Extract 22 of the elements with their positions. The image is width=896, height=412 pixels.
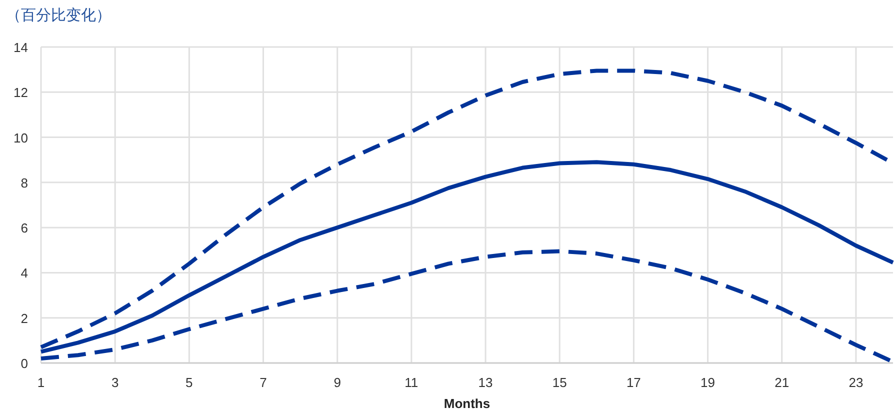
y-tick-label: 6 bbox=[20, 220, 28, 236]
chart-title: （百分比变化） bbox=[6, 7, 111, 24]
x-tick-label: 19 bbox=[700, 375, 716, 390]
x-tick-label: 3 bbox=[111, 375, 119, 390]
x-tick-label: 21 bbox=[774, 375, 790, 390]
x-tick-label: 9 bbox=[334, 375, 341, 390]
x-tick-label: 23 bbox=[848, 375, 864, 390]
y-tick-label: 8 bbox=[20, 175, 28, 190]
y-tick-label: 10 bbox=[14, 130, 28, 146]
x-tick-label: 7 bbox=[260, 375, 267, 390]
x-tick-label: 1 bbox=[37, 375, 45, 390]
y-tick-label: 0 bbox=[20, 356, 28, 371]
x-tick-label: 13 bbox=[478, 375, 493, 390]
y-tick-label: 4 bbox=[20, 266, 28, 281]
y-tick-label: 2 bbox=[20, 310, 28, 326]
x-tick-label: 11 bbox=[404, 375, 418, 390]
x-tick-label: 5 bbox=[186, 375, 193, 390]
y-tick-label: 12 bbox=[14, 85, 28, 100]
x-tick-label: 17 bbox=[626, 375, 641, 390]
x-tick-label: 15 bbox=[552, 375, 567, 390]
x-axis-title: Months bbox=[444, 396, 490, 411]
y-tick-label: 14 bbox=[14, 40, 28, 55]
